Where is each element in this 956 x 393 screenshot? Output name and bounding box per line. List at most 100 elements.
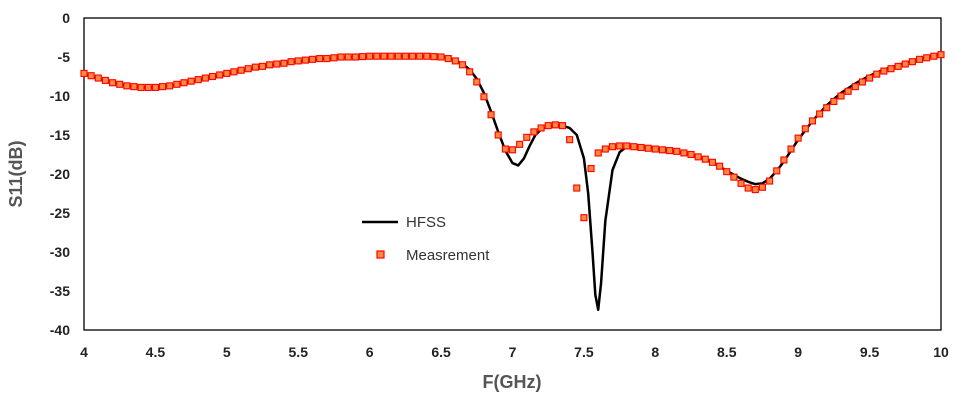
legend-label-hfss: HFSS xyxy=(406,214,446,231)
x-axis-ticks: 4 4.5 5 5.5 6 6.5 7 7.5 8 8.5 9 9.5 10 xyxy=(80,344,949,360)
measurement-point xyxy=(87,72,95,80)
y-tick-label: -35 xyxy=(50,283,70,299)
measurement-point xyxy=(194,76,202,84)
y-tick-label: -5 xyxy=(58,49,71,65)
measurement-point xyxy=(916,55,924,63)
measurement-point xyxy=(894,62,902,70)
measurement-point xyxy=(801,125,809,133)
measurement-point xyxy=(680,149,688,157)
measurement-point xyxy=(173,80,181,88)
measurement-point xyxy=(380,52,388,60)
measurement-point xyxy=(294,57,302,65)
measurement-point xyxy=(923,54,931,62)
measurement-point xyxy=(437,53,445,61)
measurement-point xyxy=(666,147,674,155)
measurement-point xyxy=(644,144,652,152)
measurement-point xyxy=(616,142,624,150)
measurement-point xyxy=(901,60,909,68)
measurement-point xyxy=(887,65,895,73)
measurement-point xyxy=(623,142,631,150)
measurement-point xyxy=(858,78,866,86)
plot-area-frame xyxy=(83,17,942,331)
measurement-point xyxy=(658,146,667,154)
measurement-point xyxy=(494,131,502,139)
measurement-point xyxy=(551,121,559,129)
measurement-point xyxy=(473,78,481,86)
x-tick-label: 9.5 xyxy=(860,344,880,360)
measurement-point xyxy=(80,69,88,77)
measurement-point xyxy=(830,97,838,106)
measurement-point xyxy=(366,52,374,60)
measurement-point xyxy=(408,52,417,60)
measurement-point xyxy=(330,54,338,62)
measurement-point xyxy=(308,55,317,63)
measurement-point xyxy=(151,83,159,91)
measurement-point xyxy=(537,124,545,132)
measurement-point xyxy=(808,117,817,125)
measurement-point xyxy=(544,122,552,130)
measurement-point xyxy=(673,147,681,155)
measurement-point xyxy=(794,134,802,142)
y-tick-label: -15 xyxy=(50,127,70,143)
x-tick-label: 6.5 xyxy=(431,344,451,360)
x-tick-label: 5 xyxy=(223,344,231,360)
measurement-point xyxy=(316,55,324,63)
measurement-point xyxy=(216,71,224,79)
measurement-point xyxy=(816,110,824,118)
legend-swatch-measrement xyxy=(376,250,385,259)
x-tick-label: 7.5 xyxy=(574,344,594,360)
measurement-point xyxy=(273,60,281,68)
measurement-point xyxy=(594,149,602,157)
x-tick-label: 9 xyxy=(794,344,802,360)
measurement-point xyxy=(480,93,488,101)
x-tick-label: 4 xyxy=(80,344,88,360)
measurement-point xyxy=(137,83,145,91)
measurement-point xyxy=(787,145,795,153)
measurement-point xyxy=(116,80,124,88)
measurement-point xyxy=(351,53,359,61)
x-tick-label: 10 xyxy=(933,344,949,360)
measurement-point xyxy=(758,183,767,191)
measurement-point xyxy=(908,58,916,66)
measurement-point xyxy=(187,77,195,85)
x-axis-title: F(GHz) xyxy=(483,372,542,392)
measurement-point xyxy=(637,143,645,152)
measurement-point xyxy=(444,55,452,63)
measurement-point xyxy=(873,70,881,78)
measurement-point xyxy=(423,52,431,60)
measurement-point xyxy=(230,68,238,76)
measurement-point xyxy=(323,55,331,63)
measurement-point xyxy=(244,65,252,73)
measurement-point xyxy=(344,53,352,61)
measurement-point xyxy=(387,52,395,60)
measurement-point xyxy=(94,74,102,82)
measurement-point xyxy=(708,158,717,166)
measurement-point xyxy=(716,162,724,170)
measurement-point xyxy=(159,83,167,91)
measurement-point xyxy=(223,69,231,77)
measurement-point xyxy=(687,150,695,159)
x-tick-label: 6 xyxy=(366,344,374,360)
measurement-point xyxy=(766,177,774,185)
measurement-point xyxy=(573,184,581,192)
measurement-point xyxy=(530,128,538,136)
measurement-point xyxy=(558,122,567,130)
measurement-point xyxy=(101,76,109,84)
measurement-point xyxy=(866,74,874,82)
y-tick-label: -40 xyxy=(50,322,70,338)
measurement-point xyxy=(144,83,152,91)
measurement-point xyxy=(844,87,852,95)
y-axis-title: S11(dB) xyxy=(6,140,26,207)
y-tick-label: -10 xyxy=(50,88,70,104)
measurement-point xyxy=(458,61,467,69)
measurement-point xyxy=(416,52,424,60)
y-axis-ticks: 0 -5 -10 -15 -20 -25 -30 -35 -40 xyxy=(50,10,70,338)
y-tick-label: -25 xyxy=(50,205,70,221)
series-layer xyxy=(80,51,945,311)
y-tick-label: -20 xyxy=(50,166,70,182)
measurement-point xyxy=(130,83,138,91)
measurement-point xyxy=(109,79,117,87)
measurement-point xyxy=(837,92,845,100)
measurement-point xyxy=(630,143,638,151)
